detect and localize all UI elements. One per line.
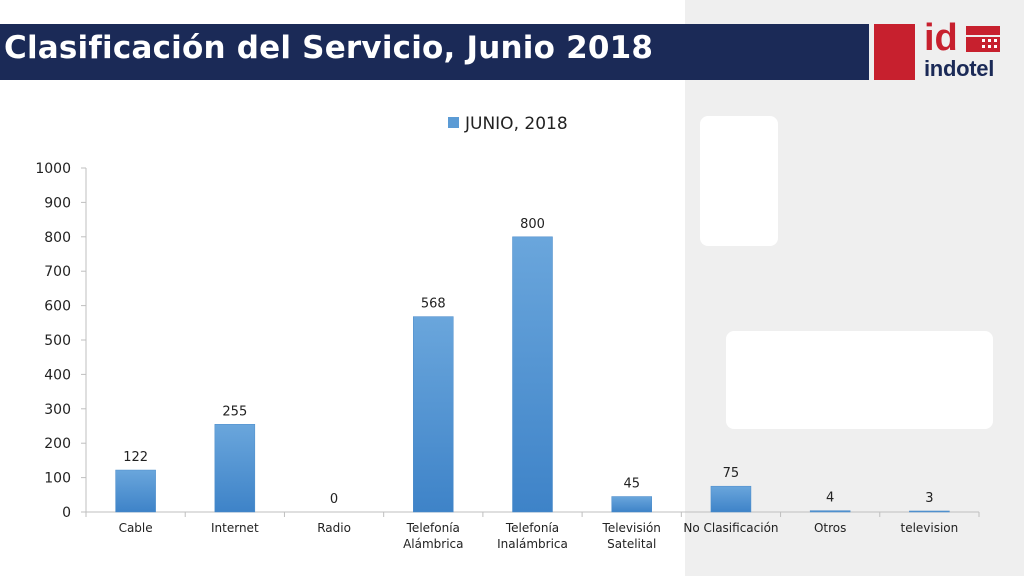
x-axis: Cable Internet Radio Telefonía Alámbrica Tele… [85,511,980,551]
y-tick-label: 0 [62,505,71,521]
data-label: 800 [520,217,545,232]
page-title: Clasificación del Servicio, Junio 2018 [4,30,654,66]
x-tick-label: Telefonía Inalámbrica [497,521,568,551]
x-tick-label: Internet [211,521,259,535]
bars: 122 255 0 568 800 45 75 4 3 [115,217,950,513]
data-label: 0 [330,492,338,507]
bar [512,236,553,513]
bar [809,510,851,513]
y-tick-label: 800 [44,230,71,246]
logo-wordmark: indotel [924,56,995,81]
background-card [726,331,993,429]
x-tick-label: Otros [814,521,846,535]
y-tick-label: 700 [44,264,71,280]
x-tick-label: Telefonía Alámbrica [403,521,463,551]
y-tick-label: 1000 [35,161,71,177]
chart-legend: JUNIO, 2018 [448,114,568,134]
bar [413,316,454,513]
data-label: 568 [421,297,446,312]
data-label: 255 [222,404,247,419]
y-axis: 0 100 200 300 400 500 600 700 800 900 1000 [35,161,87,521]
y-tick-label: 500 [44,333,71,349]
bar [710,485,752,513]
background-card [700,116,778,246]
data-label: 45 [623,477,640,492]
logo-accent-block [874,24,915,80]
bar [214,424,256,513]
x-tick-label: Televisión Satelital [602,521,661,551]
data-label: 3 [925,491,933,506]
x-tick-label: Radio [317,521,351,535]
background-panel [685,0,1024,576]
bar [611,496,652,513]
y-tick-label: 600 [44,299,71,315]
data-label: 75 [723,466,740,481]
logo-grid-icon [966,26,1000,52]
bar [909,510,950,513]
x-tick-label: No Clasificación [683,521,778,535]
x-tick-label: television [900,521,958,535]
legend-label: JUNIO, 2018 [464,114,568,134]
y-tick-label: 900 [44,195,71,211]
y-tick-label: 100 [44,471,71,487]
data-label: 4 [826,491,834,506]
bar [115,469,156,513]
title-bar [0,24,869,80]
legend-swatch [448,117,459,128]
data-label: 122 [123,450,148,465]
y-tick-label: 300 [44,402,71,418]
indotel-logo: id indotel [922,18,1004,82]
y-tick-label: 200 [44,436,71,452]
logo-mark: id [924,17,958,59]
x-tick-label: Cable [119,521,153,535]
y-tick-label: 400 [44,367,71,383]
